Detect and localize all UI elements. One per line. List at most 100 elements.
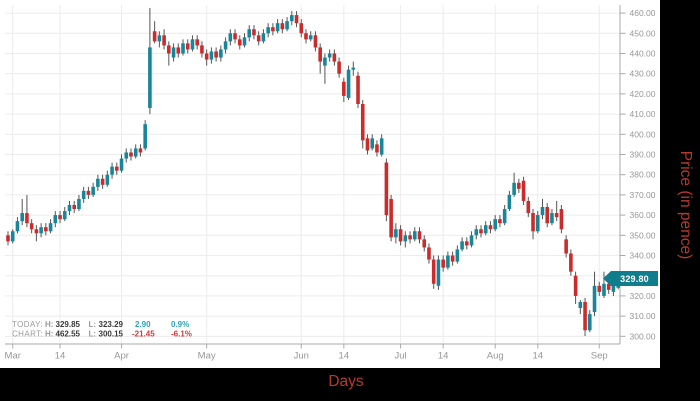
candle-series	[6, 7, 620, 337]
last-price-badge-shape	[603, 271, 658, 286]
x-tick-label: Sep	[591, 351, 608, 362]
candle-up	[209, 51, 214, 60]
candle-down	[280, 23, 285, 30]
x-tick-label: Mar	[5, 351, 21, 362]
candle-up	[266, 27, 270, 34]
candle-down	[200, 45, 204, 54]
candle-up	[77, 198, 81, 210]
candle-down	[233, 33, 237, 40]
candle-up	[370, 138, 375, 149]
candle-up	[493, 219, 497, 230]
y-tick-label: 310.00	[630, 311, 656, 321]
candle-down	[29, 223, 34, 230]
candle-up	[290, 15, 294, 22]
candle-up	[502, 209, 507, 224]
candle-down	[237, 39, 242, 46]
candle-up	[346, 69, 351, 98]
candle-up	[379, 138, 384, 155]
candle-down	[573, 275, 578, 296]
candle-up	[455, 249, 460, 262]
candle-down	[214, 51, 218, 58]
candle-up	[81, 190, 86, 199]
last-price-badge-value: 329.80	[620, 274, 649, 284]
today-low-key: L:	[89, 320, 97, 329]
candle-up	[148, 47, 152, 109]
candle-up	[412, 231, 417, 240]
x-tick-label: 14	[55, 351, 66, 362]
candle-up	[228, 33, 233, 42]
candle-up	[535, 215, 540, 232]
today-high-key: H:	[45, 320, 53, 329]
chart-change: -21.45	[132, 330, 155, 339]
gridlines	[5, 5, 620, 344]
y-tick-label: 340.00	[630, 251, 656, 261]
candle-down	[342, 81, 346, 96]
y-tick-label: 320.00	[630, 291, 656, 301]
candle-down	[72, 205, 77, 210]
candle-down	[365, 138, 370, 151]
candle-up	[10, 231, 15, 242]
x-tick-label: Apr	[114, 351, 129, 362]
candle-down	[58, 215, 62, 220]
x-axis-title: Days	[328, 373, 364, 390]
chart-low-value: 300.15	[99, 330, 124, 339]
candle-down	[360, 103, 365, 141]
candle-up	[39, 227, 43, 234]
chart-low-key: L:	[89, 330, 97, 339]
today-change: 2.90	[135, 320, 151, 329]
candle-down	[441, 259, 445, 268]
candle-down	[25, 213, 29, 224]
candle-up	[190, 39, 195, 50]
candle-up	[578, 301, 583, 309]
x-tick-label: 14	[339, 351, 350, 362]
candle-up	[460, 241, 464, 250]
candle-up	[124, 152, 129, 159]
candle-down	[252, 29, 256, 36]
candle-down	[304, 33, 308, 40]
candle-down	[531, 213, 535, 232]
last-price-badge: 329.80	[603, 271, 658, 286]
candle-down	[422, 239, 427, 248]
candle-down	[384, 162, 389, 216]
candle-down	[294, 15, 299, 24]
candle-up	[469, 235, 474, 246]
candle-down	[337, 61, 341, 74]
candle-up	[91, 186, 95, 195]
candle-up	[436, 259, 441, 286]
candle-down	[313, 35, 318, 48]
candle-up	[20, 213, 24, 222]
candle-down	[521, 180, 526, 201]
candle-up	[507, 194, 512, 210]
y-tick-label: 450.00	[630, 28, 656, 38]
candle-down	[545, 207, 550, 224]
chart-high-value: 462.55	[56, 330, 81, 339]
x-tick-label: 14	[532, 351, 543, 362]
chart-change-pct: -6.1%	[171, 330, 192, 339]
candle-up	[394, 229, 398, 238]
candle-up	[67, 205, 72, 212]
candle-up	[15, 221, 20, 232]
chart-row-label: CHART:	[12, 330, 43, 339]
candle-up	[351, 67, 356, 70]
candle-down	[256, 35, 261, 42]
candle-up	[592, 285, 597, 313]
candle-up	[483, 225, 488, 234]
candle-down	[114, 166, 119, 171]
candle-down	[479, 229, 483, 234]
y-tick-label: 410.00	[630, 109, 656, 119]
candle-down	[100, 178, 105, 185]
candle-up	[219, 49, 223, 58]
y-tick-label: 390.00	[630, 149, 656, 159]
candle-down	[332, 53, 337, 62]
candle-up	[242, 37, 247, 46]
candle-down	[517, 182, 521, 189]
candle-up	[403, 235, 408, 242]
summary-legend: TODAY: H: 329.85 L: 323.29 2.90 0.9% CHA…	[12, 320, 192, 339]
candle-up	[105, 174, 110, 185]
today-high-value: 329.85	[56, 320, 81, 329]
candle-down	[597, 285, 602, 292]
candle-down	[299, 23, 304, 34]
candle-up	[550, 213, 554, 224]
today-row-label: TODAY:	[12, 320, 43, 329]
candle-up	[327, 53, 332, 58]
